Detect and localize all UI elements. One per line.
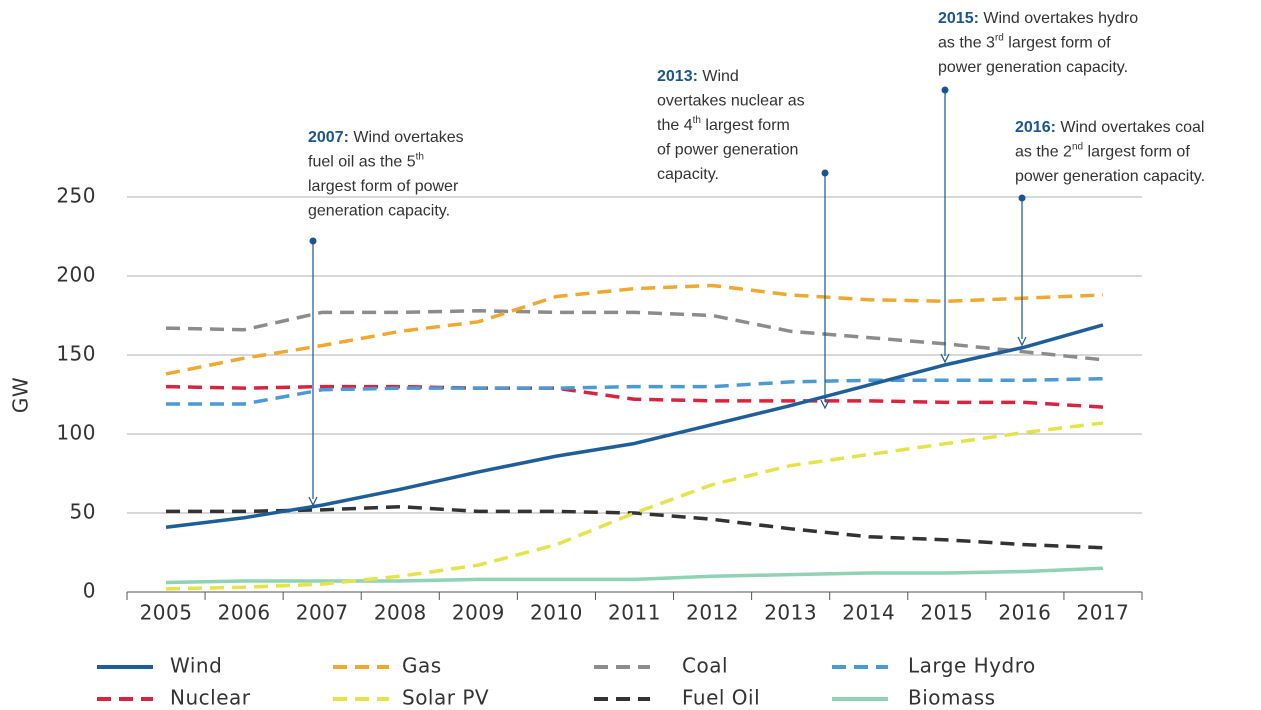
x-tick-label: 2010 <box>530 601 583 625</box>
y-tick-label: 250 <box>56 184 96 208</box>
x-tick-label: 2008 <box>374 601 427 625</box>
annotation-line: largest form of <box>1004 35 1111 52</box>
series-line <box>166 384 1104 409</box>
annotation-line: generation capacity. <box>308 203 450 220</box>
y-tick-label: 200 <box>56 263 96 287</box>
annotation-dot <box>821 169 829 177</box>
legend-label: Wind <box>170 654 222 678</box>
x-tick-label: 2014 <box>842 601 895 625</box>
annotation-line: as the 2 <box>1015 144 1072 161</box>
legend-label: Nuclear <box>170 686 251 710</box>
annotation-text: power generation capacity. <box>1015 168 1205 185</box>
annotation-sup: rd <box>995 33 1004 44</box>
series-line <box>165 283 1104 376</box>
series-line <box>166 309 1104 362</box>
annotation-line: power generation capacity. <box>938 59 1128 76</box>
annotation-text: overtakes nuclear as <box>657 93 805 110</box>
series-line <box>166 566 1104 585</box>
annotation-text: power generation capacity. <box>938 59 1128 76</box>
legend-label: Gas <box>402 654 442 678</box>
annotation-sup: th <box>416 152 424 163</box>
x-tick-label: 2007 <box>296 601 349 625</box>
annotation-line: the 4 <box>657 117 693 134</box>
x-tick-label: 2005 <box>140 601 193 625</box>
annotation-line: largest form of power <box>308 178 459 195</box>
annotation-text: the 4th largest form <box>657 115 790 134</box>
annotation-line: largest form <box>701 117 790 134</box>
y-tick-label: 100 <box>56 421 96 445</box>
annotation-dot <box>309 237 317 245</box>
annotation-text: 2016: Wind overtakes coal <box>1015 119 1204 136</box>
x-tick-label: 2013 <box>764 601 817 625</box>
annotation-sup: th <box>693 115 701 126</box>
annotation-text: capacity. <box>657 166 719 183</box>
annotation-text: largest form of power <box>308 178 459 195</box>
x-tick-label: 2015 <box>920 601 973 625</box>
annotation-line: overtakes nuclear as <box>657 93 805 110</box>
annotation-arrowhead <box>1017 336 1027 347</box>
annotation-line: power generation capacity. <box>1015 168 1205 185</box>
annotation-line: capacity. <box>657 166 719 183</box>
annotation-text: of power generation <box>657 142 798 159</box>
annotation-line: largest form of <box>1083 144 1190 161</box>
series-line <box>165 323 1104 529</box>
annotation-dot <box>1018 194 1026 202</box>
y-tick-label: 0 <box>83 579 96 603</box>
legend-label: Biomass <box>908 686 996 710</box>
series-line <box>166 421 1104 591</box>
legend-label: Large Hydro <box>908 654 1036 678</box>
x-tick-label: 2017 <box>1077 601 1130 625</box>
series-line <box>166 376 1103 406</box>
annotation-text: as the 2nd largest form of <box>1015 142 1190 161</box>
annotation-year: 2015: <box>938 10 979 27</box>
y-axis-label: GW <box>9 377 33 413</box>
annotation-year: 2013: <box>657 68 698 85</box>
x-tick-label: 2016 <box>998 601 1051 625</box>
x-tick-label: 2009 <box>452 601 505 625</box>
annotation-text: 2013: Wind <box>657 68 739 85</box>
annotation-line: Wind overtakes <box>353 129 463 146</box>
x-tick-label: 2012 <box>686 601 739 625</box>
annotation-text: fuel oil as the 5th <box>308 152 424 171</box>
series-line <box>166 504 1104 550</box>
legend-label: Fuel Oil <box>682 686 760 710</box>
annotation-text: 2015: Wind overtakes hydro <box>938 10 1138 27</box>
x-tick-label: 2006 <box>218 601 271 625</box>
annotation-arrowhead <box>940 353 950 364</box>
annotation-text: generation capacity. <box>308 203 450 220</box>
annotation-line: of power generation <box>657 142 798 159</box>
annotation-dot <box>941 86 949 94</box>
annotation-line: Wind <box>702 68 738 85</box>
legend-label: Solar PV <box>402 686 489 710</box>
annotation-text: as the 3rd largest form of <box>938 33 1111 52</box>
annotation-line: fuel oil as the 5 <box>308 154 416 171</box>
y-tick-label: 150 <box>56 342 96 366</box>
annotation-arrowhead <box>820 399 830 410</box>
annotation-text: 2007: Wind overtakes <box>308 129 464 146</box>
y-tick-label: 50 <box>70 500 96 524</box>
annotation-sup: nd <box>1072 142 1083 153</box>
annotation-line: Wind overtakes coal <box>1060 119 1204 136</box>
annotation-line: Wind overtakes hydro <box>983 10 1138 27</box>
annotation-arrowhead <box>308 496 318 507</box>
annotation-line: as the 3 <box>938 35 995 52</box>
annotation-year: 2016: <box>1015 119 1056 136</box>
legend-label: Coal <box>682 654 728 678</box>
x-tick-label: 2011 <box>608 601 661 625</box>
annotation-year: 2007: <box>308 129 349 146</box>
